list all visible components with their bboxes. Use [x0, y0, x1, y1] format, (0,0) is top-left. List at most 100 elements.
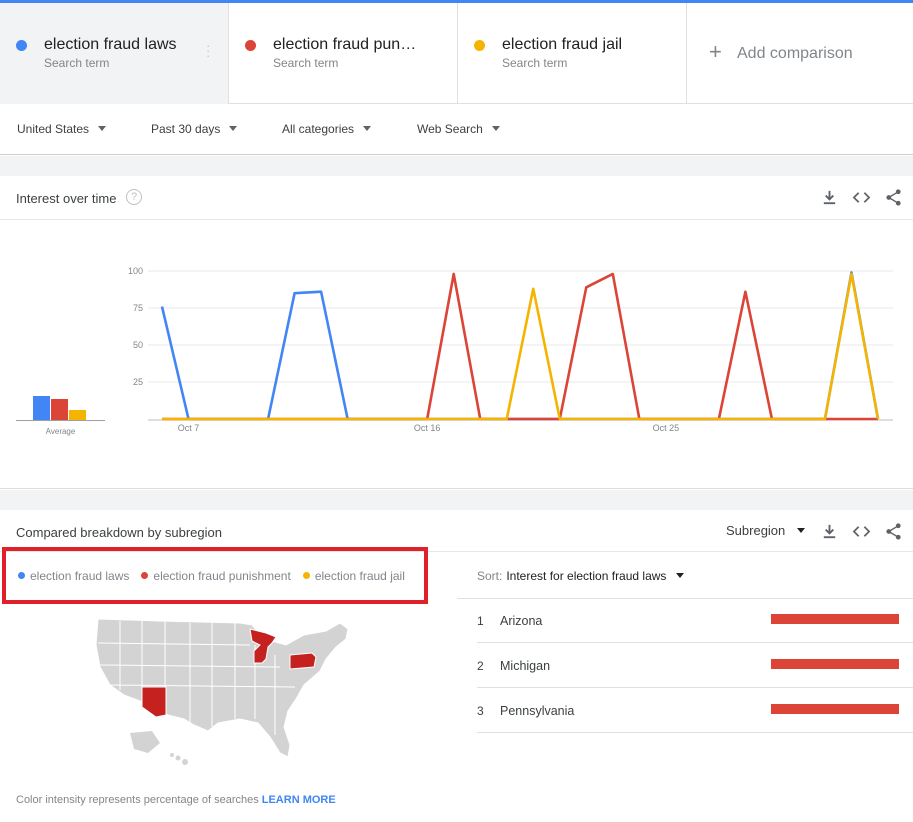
row-name: Arizona	[500, 614, 543, 628]
term-color-dot	[16, 40, 27, 51]
x-tick-label: Oct 25	[653, 423, 680, 433]
card-actions	[820, 522, 903, 541]
term-subtitle: Search term	[502, 56, 568, 70]
download-icon[interactable]	[820, 188, 839, 207]
y-tick-label: 75	[133, 303, 143, 313]
row-rank: 1	[477, 614, 484, 628]
top-accent-line	[0, 0, 913, 3]
section-gap	[0, 490, 913, 510]
average-label: Average	[45, 427, 76, 436]
map-footnote: Color intensity represents percentage of…	[16, 794, 336, 806]
state-pennsylvania[interactable]	[289, 652, 317, 670]
x-tick-label: Oct 7	[178, 423, 200, 433]
series-line-2[interactable]	[162, 272, 880, 421]
state-borders	[97, 621, 296, 735]
average-bars: Average	[16, 376, 106, 436]
state-hawaii[interactable]	[170, 753, 188, 765]
x-tick-label: Oct 16	[414, 423, 441, 433]
interest-over-time-card: Interest over time ? Average 25 50 75 100 Oc…	[0, 176, 913, 489]
card-title: Compared breakdown by subregion	[16, 525, 222, 540]
add-comparison-label: Add comparison	[737, 45, 853, 62]
card-title: Interest over time	[16, 191, 117, 206]
more-vert-icon[interactable]: · · ·	[206, 38, 211, 63]
subregion-breakdown-card: Compared breakdown by subregion Subregio…	[0, 510, 913, 822]
plus-icon: +	[709, 39, 722, 64]
term-subtitle: Search term	[44, 56, 110, 70]
row-value-bar	[771, 614, 899, 624]
search-type-filter[interactable]: Web Search	[417, 122, 500, 136]
state-arizona[interactable]	[141, 686, 167, 718]
card-actions	[820, 188, 903, 207]
category-filter-label: All categories	[282, 122, 355, 136]
time-filter-label: Past 30 days	[151, 122, 221, 136]
help-icon[interactable]: ?	[126, 189, 142, 205]
map-legend: election fraud laws election fraud punis…	[18, 569, 405, 583]
term-subtitle: Search term	[273, 56, 339, 70]
legend-label: election fraud jail	[314, 569, 405, 583]
row-value-bar	[771, 704, 899, 714]
search-type-filter-label: Web Search	[417, 122, 483, 136]
list-item[interactable]: 1 Arizona	[477, 598, 913, 643]
legend-dot	[18, 572, 25, 579]
y-tick-label: 50	[133, 340, 143, 350]
download-icon[interactable]	[820, 522, 839, 541]
subregion-list: 1 Arizona 2 Michigan 3 Pennsylvania	[477, 598, 913, 733]
state-alaska[interactable]	[130, 731, 160, 753]
subregion-dropdown[interactable]: Subregion	[726, 523, 806, 538]
legend-item-punishment[interactable]: election fraud punishment	[141, 569, 291, 583]
caret-down-icon	[676, 573, 685, 578]
caret-down-icon	[363, 126, 372, 131]
average-bar-punishment	[51, 399, 68, 420]
series-line-1[interactable]	[162, 272, 878, 421]
term-color-dot	[245, 40, 256, 51]
caret-down-icon	[98, 126, 107, 131]
term-chip-1[interactable]: election fraud laws Search term · · ·	[0, 3, 229, 104]
add-comparison-button[interactable]: + Add comparison	[687, 3, 913, 103]
caret-down-icon	[797, 528, 806, 533]
share-icon[interactable]	[884, 522, 903, 541]
term-color-dot	[474, 40, 485, 51]
caret-down-icon	[491, 126, 500, 131]
divider	[457, 598, 913, 599]
list-item[interactable]: 3 Pennsylvania	[477, 688, 913, 733]
region-filter[interactable]: United States	[17, 122, 107, 136]
legend-item-jail[interactable]: election fraud jail	[302, 569, 405, 583]
caret-down-icon	[229, 126, 238, 131]
y-tick-label: 25	[133, 377, 143, 387]
interest-line-chart[interactable]: 25 50 75 100 Oct 7 Oct 16 Oct 25	[0, 220, 913, 488]
category-filter[interactable]: All categories	[282, 122, 372, 136]
list-item[interactable]: 2 Michigan	[477, 643, 913, 688]
state-michigan[interactable]	[249, 628, 277, 664]
embed-code-icon[interactable]	[852, 522, 871, 541]
share-icon[interactable]	[884, 188, 903, 207]
legend-dot	[302, 572, 310, 579]
row-rank: 3	[477, 704, 484, 718]
time-filter[interactable]: Past 30 days	[151, 122, 238, 136]
term-name[interactable]: election fraud jail	[502, 36, 623, 53]
term-chip-3[interactable]: election fraud jail Search term	[458, 3, 687, 104]
sort-label: Sort:	[477, 569, 503, 583]
section-gap	[0, 156, 913, 176]
average-baseline	[16, 420, 105, 421]
legend-highlight-box: election fraud laws election fraud punis…	[2, 547, 428, 604]
sort-dropdown[interactable]: Sort: Interest for election fraud laws	[477, 569, 685, 583]
average-bar-laws	[33, 396, 50, 420]
legend-label: election fraud punishment	[153, 569, 291, 583]
embed-code-icon[interactable]	[852, 188, 871, 207]
filter-bar: United States Past 30 days All categorie…	[0, 105, 913, 155]
term-name[interactable]: election fraud punishment	[273, 36, 418, 53]
us-map[interactable]	[90, 615, 360, 770]
term-name[interactable]: election fraud laws	[44, 36, 177, 53]
row-name: Michigan	[500, 659, 551, 673]
average-bar-jail	[69, 410, 86, 420]
legend-item-laws[interactable]: election fraud laws	[18, 569, 129, 583]
row-name: Pennsylvania	[500, 704, 575, 718]
search-terms-bar: election fraud laws Search term · · · elec…	[0, 3, 913, 104]
legend-dot	[141, 572, 149, 579]
sort-value: Interest for election fraud laws	[506, 569, 667, 583]
card-header: Interest over time ?	[0, 176, 913, 220]
learn-more-link[interactable]: LEARN MORE	[261, 794, 336, 806]
term-chip-2[interactable]: election fraud punishment Search term	[229, 3, 458, 104]
series-line-0[interactable]	[160, 271, 880, 421]
row-value-bar	[771, 659, 899, 669]
